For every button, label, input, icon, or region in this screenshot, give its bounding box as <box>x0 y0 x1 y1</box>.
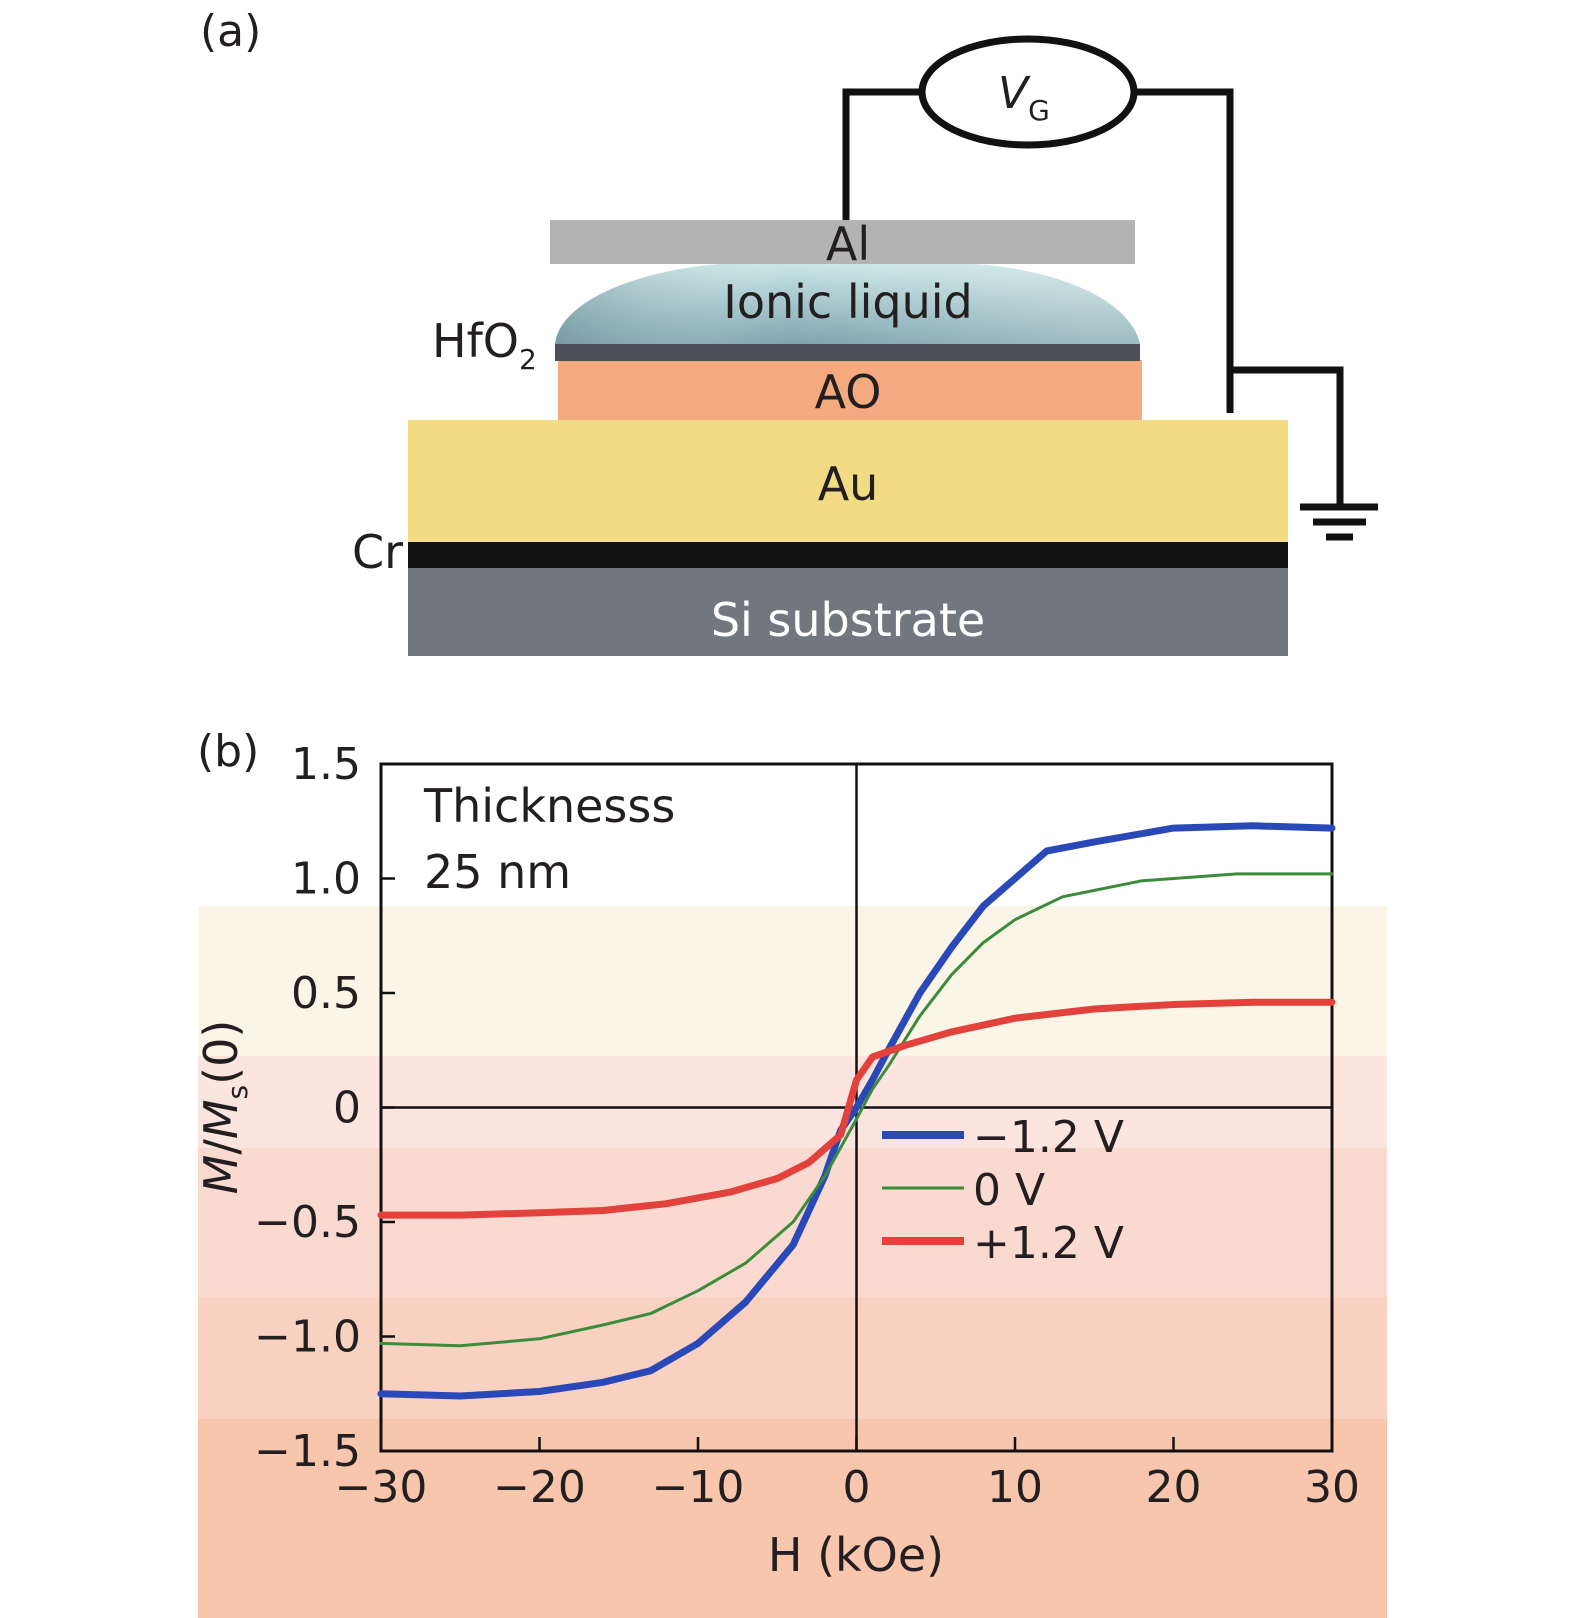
y-tick-label: 0.5 <box>291 968 361 1019</box>
ground-wire <box>1230 366 1344 506</box>
au-label: Au <box>818 457 879 511</box>
x-tick-label: 0 <box>843 1462 871 1513</box>
x-tick-label: 20 <box>1146 1462 1202 1513</box>
hfo2-label-subscript: 2 <box>519 343 537 376</box>
hfo2-label: HfO2 <box>432 314 537 376</box>
y-tick-label: 1.5 <box>291 739 361 790</box>
axis-ticks <box>379 762 1334 1453</box>
x-tick-label: −10 <box>652 1462 745 1513</box>
series-plus-1-2v <box>377 998 1336 1219</box>
si-substrate-layer <box>408 568 1288 656</box>
si-substrate-label: Si substrate <box>711 593 985 647</box>
y-tick-label: 0 <box>333 1083 361 1134</box>
y-tick-label: −1.5 <box>254 1426 361 1477</box>
thickness-annotation-line1: Thicknesss <box>423 779 675 833</box>
y-tick-label: 1.0 <box>291 854 361 905</box>
gate-wire-left <box>842 88 922 220</box>
ao-label: AO <box>815 365 882 419</box>
hfo2-layer <box>555 344 1140 361</box>
ao-layer <box>558 360 1142 420</box>
y-tick-label: −0.5 <box>254 1197 361 1248</box>
bg-band-1 <box>198 906 1387 1056</box>
cr-layer <box>408 542 1288 568</box>
legend: −1.2 V 0 V +1.2 V <box>882 1112 1124 1269</box>
x-tick-label: 10 <box>987 1462 1043 1513</box>
y-axis-title: M/Ms(0) <box>194 1020 254 1195</box>
x-tick-label: −30 <box>335 1462 428 1513</box>
y-axis-title-slash: / <box>194 1139 248 1155</box>
al-layer <box>550 220 1135 264</box>
ionic-liquid-label: Ionic liquid <box>723 275 972 329</box>
series-minus-1-2v <box>377 822 1336 1400</box>
thickness-annotation-line2: 25 nm <box>424 845 571 899</box>
gate-wire-right <box>1136 88 1234 413</box>
panel-b-label: (b) <box>197 726 259 777</box>
x-tick-label: −20 <box>493 1462 586 1513</box>
bg-band-4 <box>198 1297 1387 1419</box>
axis-tick-labels: −30 −20 −10 0 10 20 30 1.5 1.0 0.5 0 −0.5 −1.0 −1.5 <box>254 739 1360 1513</box>
voltage-source-label: VG <box>998 68 1050 127</box>
y-axis-title-m: M <box>194 1155 248 1195</box>
legend-label-plus-1-2v: +1.2 V <box>973 1218 1124 1269</box>
panel-b-chart: −30 −20 −10 0 10 20 30 1.5 1.0 0.5 0 −0.5 −1.0 −1.5 (… <box>194 726 1387 1618</box>
voltage-source <box>918 35 1138 149</box>
y-axis-title-ms: M <box>194 1099 248 1139</box>
vg-symbol: V <box>998 68 1031 119</box>
bg-band-2 <box>198 1056 1387 1148</box>
series-0v <box>379 872 1334 1348</box>
x-tick-label: 30 <box>1304 1462 1360 1513</box>
au-layer <box>408 420 1288 542</box>
bg-band-5 <box>198 1419 1387 1618</box>
legend-label-minus-1-2v: −1.2 V <box>973 1112 1124 1163</box>
cr-label: Cr <box>352 525 403 579</box>
x-axis-title: H (kOe) <box>768 1528 944 1582</box>
legend-label-0v: 0 V <box>973 1165 1045 1216</box>
hfo2-label-main: HfO <box>432 314 519 368</box>
y-axis-title-zero: (0) <box>194 1020 248 1085</box>
vg-subscript: G <box>1028 94 1050 127</box>
y-axis-title-s: s <box>221 1085 254 1100</box>
series-layer <box>377 822 1336 1400</box>
panel-a-device-schematic: (a) Si substrate Cr Au AO HfO2 Ionic liq… <box>200 6 1378 656</box>
ground-icon <box>1300 503 1378 541</box>
al-label: Al <box>826 217 870 271</box>
panel-a-label: (a) <box>200 6 261 57</box>
y-tick-label: −1.0 <box>254 1312 361 1363</box>
ionic-liquid-shading <box>555 264 1140 344</box>
